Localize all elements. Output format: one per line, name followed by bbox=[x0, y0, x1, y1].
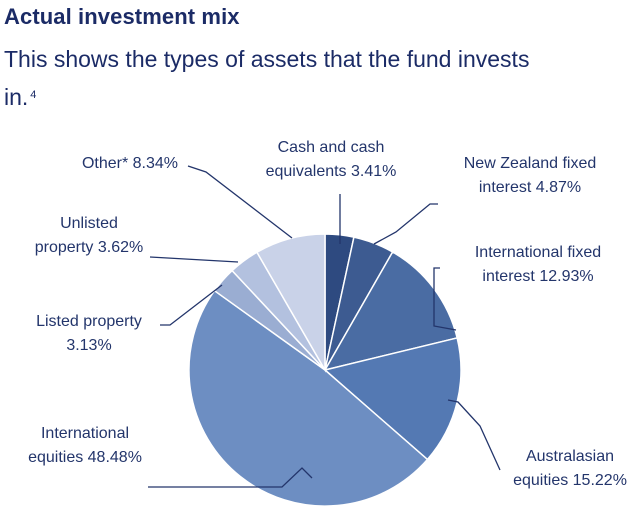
slice-label-intl-equities: International equities 48.48% bbox=[0, 422, 170, 470]
slice-label-unlisted-property: Unlisted property 3.62% bbox=[14, 212, 164, 260]
leader-line-australasian-equities bbox=[448, 400, 500, 470]
slice-label-nz-fixed-interest: New Zealand fixed interest 4.87% bbox=[440, 152, 620, 200]
slice-label-australasian-equities: Australasian equities 15.22% bbox=[495, 445, 643, 493]
leader-line-nz-fixed-interest bbox=[374, 204, 438, 244]
slice-label-other: Other* 8.34% bbox=[55, 152, 205, 176]
slice-label-intl-fixed-interest: International fixed interest 12.93% bbox=[448, 241, 628, 289]
slice-label-listed-property: Listed property 3.13% bbox=[10, 310, 168, 358]
slice-label-cash: Cash and cash equivalents 3.41% bbox=[246, 136, 416, 184]
